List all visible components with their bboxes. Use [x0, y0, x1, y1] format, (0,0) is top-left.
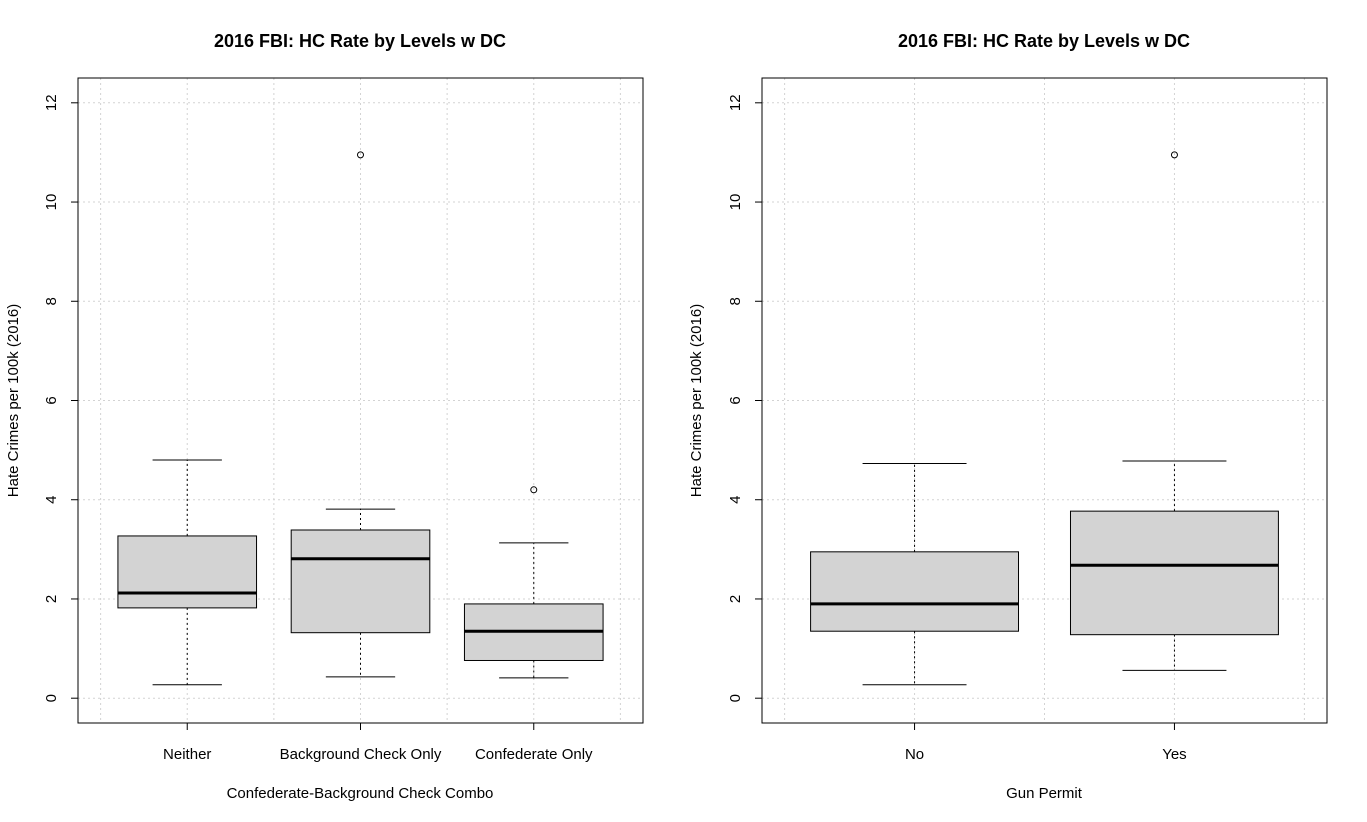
chart-title: 2016 FBI: HC Rate by Levels w DC: [898, 31, 1190, 51]
box-body: [117, 535, 258, 609]
outlier-point: [530, 486, 538, 494]
y-axis-label: Hate Crimes per 100k (2016): [688, 304, 705, 497]
y-axis-label: Hate Crimes per 100k (2016): [5, 304, 22, 497]
x-tick-label: Background Check Only: [280, 746, 442, 763]
x-tick-label: No: [905, 746, 924, 763]
x-axis-label: Confederate-Background Check Combo: [227, 785, 494, 802]
x-axis-label: Gun Permit: [1006, 785, 1083, 802]
y-tick-label: 4: [727, 496, 744, 504]
chart-panel-2: No Yes 0 2 4 6 8 10 12 2016 FBI: HC Rate by Level…: [688, 31, 1328, 802]
y-tick-label: 10: [727, 194, 744, 211]
chart-panel-1: Neither Background Check Only Confederate …: [5, 31, 644, 802]
box-2: [290, 151, 431, 678]
outlier-point: [357, 151, 364, 159]
y-tick-label: 4: [43, 496, 60, 504]
x-tick-label: Confederate Only: [475, 746, 593, 763]
box-1: [117, 459, 258, 686]
x-tick-label: Neither: [163, 746, 211, 763]
box-3: [463, 486, 604, 679]
y-tick-label: 8: [43, 297, 60, 305]
chart-title: 2016 FBI: HC Rate by Levels w DC: [214, 31, 506, 51]
y-tick-label: 12: [43, 94, 60, 111]
box-body: [290, 529, 431, 634]
y-tick-label: 2: [727, 595, 744, 603]
y-tick-label: 6: [43, 396, 60, 404]
box-body: [810, 551, 1020, 632]
box-body: [1069, 510, 1279, 636]
box-2: [1069, 151, 1279, 671]
y-tick-label: 0: [727, 694, 744, 702]
x-tick-label: Yes: [1162, 746, 1186, 763]
outlier-point: [1170, 151, 1178, 159]
y-tick-label: 2: [43, 595, 60, 603]
y-tick-label: 8: [727, 297, 744, 305]
y-tick-label: 10: [43, 194, 60, 211]
y-tick-label: 6: [727, 396, 744, 404]
y-tick-label: 12: [727, 94, 744, 111]
box-1: [810, 463, 1020, 686]
y-tick-label: 0: [43, 694, 60, 702]
